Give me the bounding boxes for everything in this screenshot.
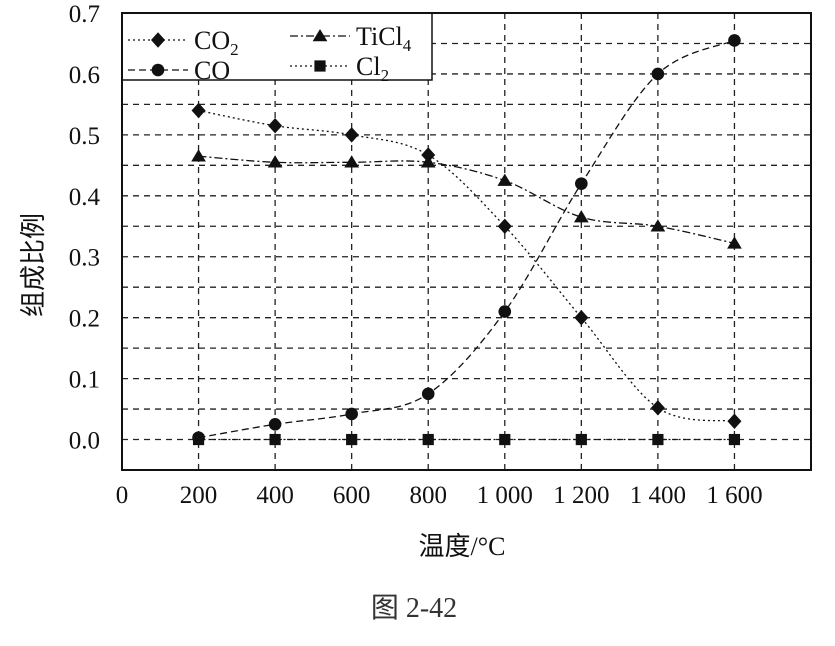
- circle-point: [421, 387, 435, 401]
- grid: [122, 12, 811, 470]
- diamond-point: [191, 102, 206, 119]
- circle-point: [268, 418, 282, 431]
- tick-labels: 0 200 400 600 800 1 000 1 200 1 400 1 600 0.0 0.1 0…: [69, 1, 763, 509]
- x-tick-label: 1 600: [706, 482, 762, 509]
- x-tick-label: 0: [116, 482, 129, 509]
- circle-point: [498, 305, 512, 318]
- triangle-point: [727, 236, 742, 249]
- legend-box: [121, 12, 433, 81]
- triangle-point: [573, 210, 589, 223]
- x-tick-label: 1 400: [630, 482, 686, 509]
- series-line: [198, 155, 735, 244]
- figure-caption: 图 2-42: [371, 593, 457, 624]
- circle-point: [728, 34, 741, 47]
- y-tick-label: 0.4: [69, 184, 101, 211]
- circle-point: [345, 407, 358, 421]
- square-point: [422, 433, 434, 446]
- square-point: [192, 433, 205, 446]
- square-point: [728, 433, 741, 446]
- x-tick-label: 800: [409, 482, 447, 509]
- diamond-point: [650, 400, 665, 416]
- legend-item: CO: [128, 56, 230, 85]
- x-tick-label: 600: [333, 482, 371, 509]
- circle-point: [575, 177, 588, 190]
- y-tick-label: 0.1: [69, 367, 100, 394]
- circle-point: [651, 67, 665, 81]
- legend-diamond-marker: [151, 32, 165, 48]
- triangle-point: [191, 149, 206, 162]
- y-axis-title: 组成比例: [19, 213, 48, 317]
- series-square: [192, 433, 741, 446]
- series-diamond: [191, 102, 742, 429]
- triangle-point: [344, 155, 360, 168]
- series-line: [198, 109, 735, 422]
- legend-label: CO: [194, 56, 230, 85]
- legend-label-subscript: 2: [381, 66, 390, 85]
- diamond-point: [421, 147, 436, 163]
- triangle-point: [497, 173, 513, 186]
- diamond-point: [268, 118, 283, 134]
- square-point: [499, 433, 511, 446]
- legend-circle-marker: [151, 63, 165, 77]
- triangle-point: [267, 155, 283, 168]
- series: [191, 34, 742, 446]
- legend-triangle-marker: [312, 29, 328, 42]
- series-line: [198, 39, 735, 439]
- x-tick-label: 400: [256, 482, 294, 509]
- legend-square-marker: [314, 60, 326, 72]
- legend-label-subscript: 4: [403, 36, 412, 55]
- legend-label: TiCl4: [356, 22, 412, 55]
- square-point: [652, 433, 664, 446]
- y-tick-label: 0.5: [69, 123, 100, 150]
- y-tick-label: 0.3: [69, 245, 100, 272]
- y-tick-label: 0.0: [69, 428, 100, 455]
- x-tick-label: 1 200: [553, 482, 609, 509]
- diamond-point: [574, 309, 589, 326]
- square-point: [269, 433, 281, 446]
- x-tick-label: 200: [180, 482, 218, 509]
- y-tick-label: 0.2: [69, 306, 100, 333]
- square-point: [575, 433, 587, 446]
- x-tick-label: 1 000: [477, 482, 533, 509]
- legend-item: TiCl4: [290, 22, 412, 55]
- legend-label-subscript: 2: [230, 40, 239, 59]
- y-tick-label: 0.6: [69, 62, 100, 89]
- series-triangle: [191, 149, 742, 249]
- square-point: [346, 433, 358, 446]
- diamond-point: [344, 127, 359, 143]
- diamond-point: [727, 413, 742, 429]
- diamond-point: [497, 218, 512, 234]
- triangle-point: [420, 155, 436, 168]
- x-axis-title: 温度/°C: [419, 532, 506, 561]
- plot-frame: [121, 12, 812, 471]
- y-tick-label: 0.7: [69, 1, 100, 28]
- triangle-point: [650, 219, 666, 232]
